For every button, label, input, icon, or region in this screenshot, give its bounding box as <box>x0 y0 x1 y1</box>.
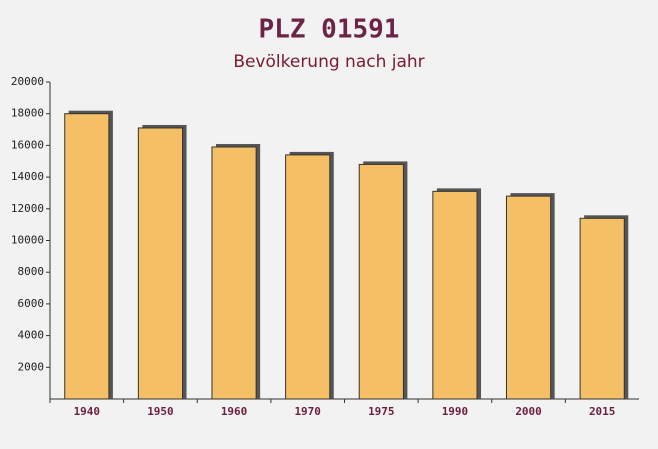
y-tick-label: 8000 <box>18 265 45 278</box>
y-tick-label: 4000 <box>18 329 45 342</box>
x-tick-label: 1975 <box>368 405 395 418</box>
y-tick-label: 6000 <box>18 297 45 310</box>
bar <box>285 154 331 400</box>
chart-subtitle: Bevölkerung nach jahr <box>233 52 424 72</box>
y-tick-label: 18000 <box>11 107 44 120</box>
bar <box>137 127 184 400</box>
y-tick-label: 2000 <box>18 360 45 373</box>
x-tick-label: 2000 <box>515 405 542 418</box>
bar <box>64 113 110 400</box>
y-tick-label: 10000 <box>11 234 44 247</box>
chart-title: PLZ 01591 <box>259 15 400 45</box>
x-tick-label: 1940 <box>74 405 101 418</box>
bar <box>579 217 625 400</box>
y-tick-label: 16000 <box>11 138 44 151</box>
x-tick-label: 1990 <box>442 405 469 418</box>
y-tick-label: 20000 <box>11 75 44 88</box>
y-tick-label: 14000 <box>11 170 44 183</box>
y-tick-label: 12000 <box>11 202 44 215</box>
x-tick-label: 2015 <box>589 405 616 418</box>
x-tick-label: 1960 <box>221 405 248 418</box>
x-tick-label: 1950 <box>147 405 174 418</box>
bar <box>358 163 404 400</box>
x-tick-label: 1970 <box>294 405 321 418</box>
bar <box>432 190 478 400</box>
bar <box>211 146 257 400</box>
bar <box>505 195 552 400</box>
